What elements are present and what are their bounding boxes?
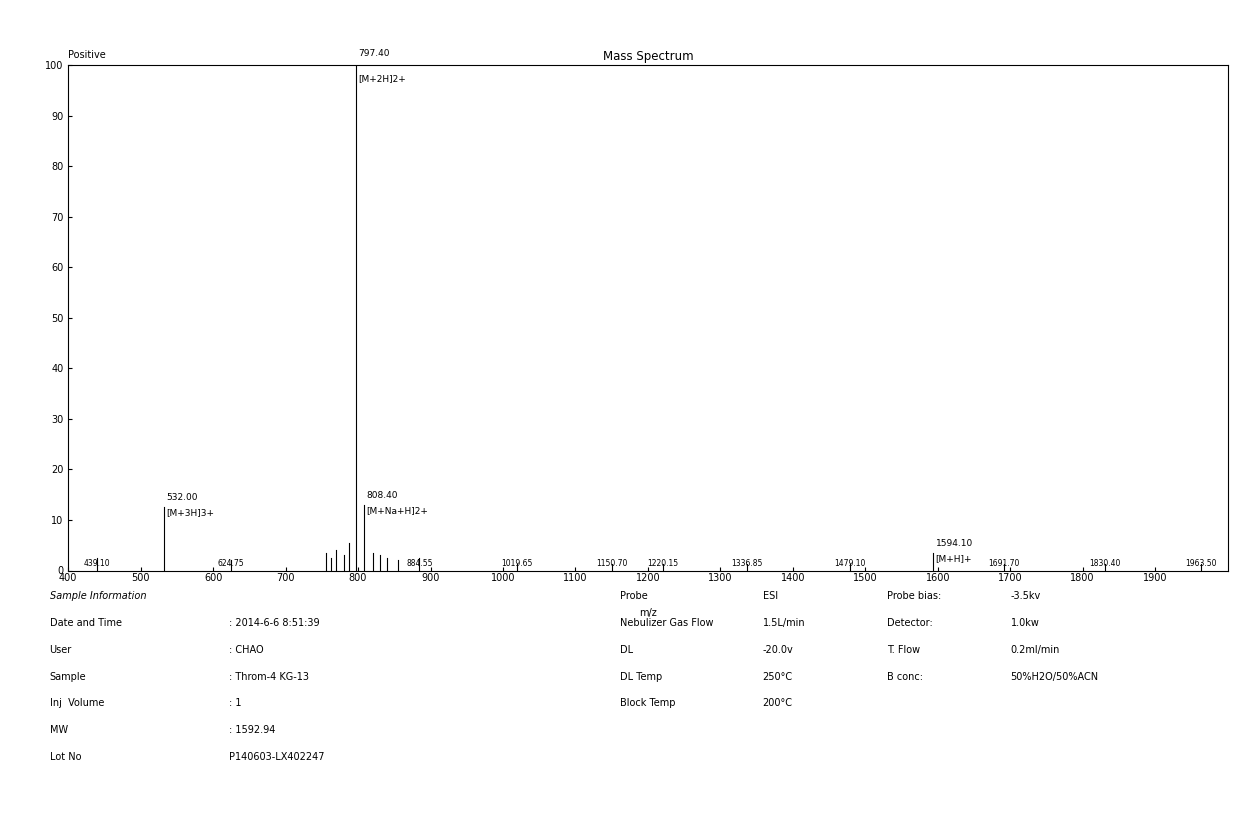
Text: 250°C: 250°C <box>763 672 792 681</box>
Text: [M+H]+: [M+H]+ <box>936 554 972 563</box>
Text: 50%H2O/50%ACN: 50%H2O/50%ACN <box>1011 672 1099 681</box>
Text: T. Flow: T. Flow <box>887 645 920 654</box>
Text: 797.40: 797.40 <box>358 49 389 58</box>
Text: 1.0kw: 1.0kw <box>1011 618 1039 628</box>
Text: P140603-LX402247: P140603-LX402247 <box>229 752 325 762</box>
Text: 1479.10: 1479.10 <box>835 559 866 568</box>
Text: 1019.65: 1019.65 <box>501 559 533 568</box>
Text: 884.55: 884.55 <box>405 559 433 568</box>
Text: DL: DL <box>620 645 634 654</box>
Text: [M+2H]2+: [M+2H]2+ <box>358 74 405 83</box>
Text: [M+3H]3+: [M+3H]3+ <box>166 509 215 518</box>
Text: Block Temp: Block Temp <box>620 698 676 708</box>
Text: : 2014-6-6 8:51:39: : 2014-6-6 8:51:39 <box>229 618 320 628</box>
Text: Probe bias:: Probe bias: <box>887 591 941 601</box>
Text: 1.5L/min: 1.5L/min <box>763 618 805 628</box>
Text: Probe: Probe <box>620 591 647 601</box>
Text: [M+Na+H]2+: [M+Na+H]2+ <box>366 506 428 515</box>
Text: Sample: Sample <box>50 672 87 681</box>
Text: Lot No: Lot No <box>50 752 81 762</box>
Text: 1220.15: 1220.15 <box>647 559 678 568</box>
Text: B conc:: B conc: <box>887 672 923 681</box>
X-axis label: m/z: m/z <box>639 608 657 619</box>
Text: 0.2ml/min: 0.2ml/min <box>1011 645 1060 654</box>
Text: : Throm-4 KG-13: : Throm-4 KG-13 <box>229 672 310 681</box>
Text: ESI: ESI <box>763 591 777 601</box>
Text: Detector:: Detector: <box>887 618 932 628</box>
Text: : 1592.94: : 1592.94 <box>229 725 275 735</box>
Text: 1594.10: 1594.10 <box>936 539 973 548</box>
Title: Mass Spectrum: Mass Spectrum <box>603 50 693 63</box>
Text: 200°C: 200°C <box>763 698 792 708</box>
Text: User: User <box>50 645 72 654</box>
Text: 532.00: 532.00 <box>166 493 197 502</box>
Text: 1830.40: 1830.40 <box>1089 559 1121 568</box>
Text: DL Temp: DL Temp <box>620 672 662 681</box>
Text: 1150.70: 1150.70 <box>596 559 627 568</box>
Text: 1963.50: 1963.50 <box>1185 559 1216 568</box>
Text: 439.10: 439.10 <box>83 559 110 568</box>
Text: 1691.70: 1691.70 <box>988 559 1019 568</box>
Text: -3.5kv: -3.5kv <box>1011 591 1040 601</box>
Text: 1336.85: 1336.85 <box>732 559 763 568</box>
Text: -20.0v: -20.0v <box>763 645 794 654</box>
Text: : 1: : 1 <box>229 698 242 708</box>
Text: Date and Time: Date and Time <box>50 618 122 628</box>
Text: Positive: Positive <box>68 51 105 60</box>
Text: MW: MW <box>50 725 68 735</box>
Text: Nebulizer Gas Flow: Nebulizer Gas Flow <box>620 618 713 628</box>
Text: Sample Information: Sample Information <box>50 591 146 601</box>
Text: 624.75: 624.75 <box>218 559 244 568</box>
Text: 808.40: 808.40 <box>366 491 398 500</box>
Text: : CHAO: : CHAO <box>229 645 264 654</box>
Text: Inj  Volume: Inj Volume <box>50 698 104 708</box>
